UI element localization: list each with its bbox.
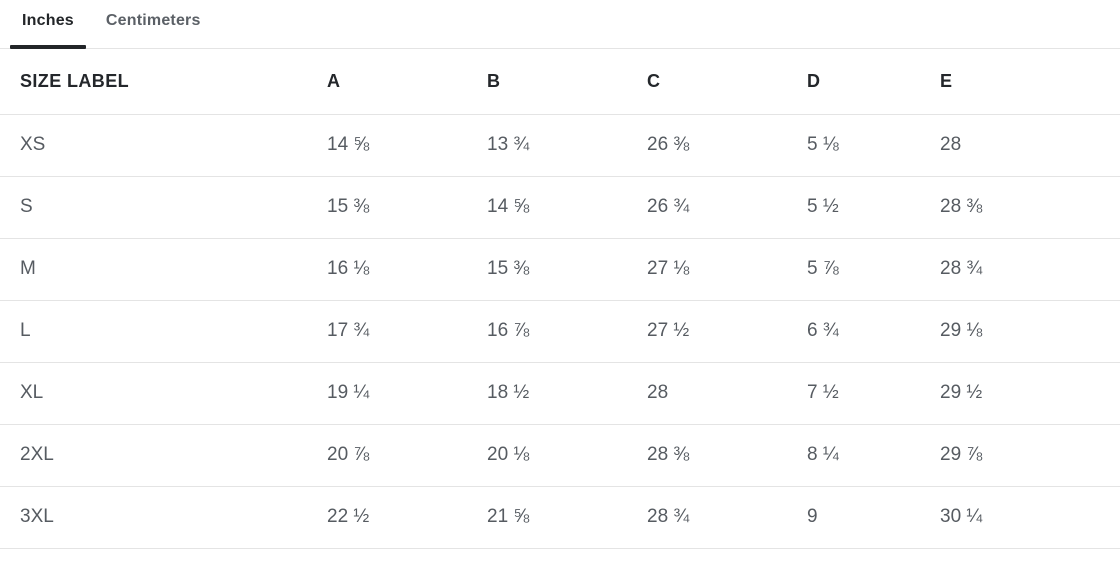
value-cell: 14 ⅝ xyxy=(327,114,487,177)
size-cell: 2XL xyxy=(0,424,327,487)
units-tabbar: Inches Centimeters xyxy=(0,0,1120,49)
table-row-2xl: 2XL 20 ⅞ 20 ⅛ 28 ⅜ 8 ¼ 29 ⅞ xyxy=(0,424,1120,487)
value-cell: 15 ⅜ xyxy=(327,176,487,239)
value-cell: 28 ⅜ xyxy=(940,176,1120,239)
size-cell: 3XL xyxy=(0,486,327,549)
value-cell: 30 ¼ xyxy=(940,486,1120,549)
value-cell: 16 ⅞ xyxy=(487,300,647,363)
value-cell: 5 ⅞ xyxy=(807,238,940,301)
value-cell: 29 ⅛ xyxy=(940,300,1120,363)
table-row-xs: XS 14 ⅝ 13 ¾ 26 ⅜ 5 ⅛ 28 xyxy=(0,114,1120,177)
value-cell: 28 ¾ xyxy=(647,486,807,549)
value-cell: 26 ¾ xyxy=(647,176,807,239)
value-cell: 27 ⅛ xyxy=(647,238,807,301)
header-row: SIZE LABEL A B C D E xyxy=(0,49,1120,115)
value-cell: 5 ½ xyxy=(807,176,940,239)
table-row-s: S 15 ⅜ 14 ⅝ 26 ¾ 5 ½ 28 ⅜ xyxy=(0,176,1120,239)
value-cell: 15 ⅜ xyxy=(487,238,647,301)
size-cell: XS xyxy=(0,114,327,177)
header-col-e: E xyxy=(940,49,1120,115)
value-cell: 19 ¼ xyxy=(327,362,487,425)
value-cell: 7 ½ xyxy=(807,362,940,425)
value-cell: 5 ⅛ xyxy=(807,114,940,177)
header-col-a: A xyxy=(327,49,487,115)
value-cell: 28 xyxy=(647,362,807,425)
header-size-label: SIZE LABEL xyxy=(0,49,327,115)
value-cell: 18 ½ xyxy=(487,362,647,425)
value-cell: 22 ½ xyxy=(327,486,487,549)
value-cell: 28 ¾ xyxy=(940,238,1120,301)
size-cell: L xyxy=(0,300,327,363)
size-chart-table: SIZE LABEL A B C D E XS 14 ⅝ 13 ¾ 26 ⅜ 5… xyxy=(0,49,1120,549)
value-cell: 8 ¼ xyxy=(807,424,940,487)
header-col-d: D xyxy=(807,49,940,115)
size-cell: S xyxy=(0,176,327,239)
value-cell: 16 ⅛ xyxy=(327,238,487,301)
size-cell: M xyxy=(0,238,327,301)
value-cell: 14 ⅝ xyxy=(487,176,647,239)
value-cell: 28 xyxy=(940,114,1120,177)
value-cell: 27 ½ xyxy=(647,300,807,363)
value-cell: 29 ½ xyxy=(940,362,1120,425)
tab-centimeters[interactable]: Centimeters xyxy=(94,0,213,48)
table-row-xl: XL 19 ¼ 18 ½ 28 7 ½ 29 ½ xyxy=(0,362,1120,425)
value-cell: 21 ⅝ xyxy=(487,486,647,549)
value-cell: 26 ⅜ xyxy=(647,114,807,177)
value-cell: 28 ⅜ xyxy=(647,424,807,487)
header-col-c: C xyxy=(647,49,807,115)
value-cell: 13 ¾ xyxy=(487,114,647,177)
table-row-3xl: 3XL 22 ½ 21 ⅝ 28 ¾ 9 30 ¼ xyxy=(0,486,1120,549)
value-cell: 9 xyxy=(807,486,940,549)
value-cell: 6 ¾ xyxy=(807,300,940,363)
value-cell: 17 ¾ xyxy=(327,300,487,363)
tab-inches[interactable]: Inches xyxy=(10,0,86,49)
size-cell: XL xyxy=(0,362,327,425)
table-row-l: L 17 ¾ 16 ⅞ 27 ½ 6 ¾ 29 ⅛ xyxy=(0,300,1120,363)
value-cell: 20 ⅞ xyxy=(327,424,487,487)
table-row-m: M 16 ⅛ 15 ⅜ 27 ⅛ 5 ⅞ 28 ¾ xyxy=(0,238,1120,301)
header-col-b: B xyxy=(487,49,647,115)
value-cell: 20 ⅛ xyxy=(487,424,647,487)
value-cell: 29 ⅞ xyxy=(940,424,1120,487)
